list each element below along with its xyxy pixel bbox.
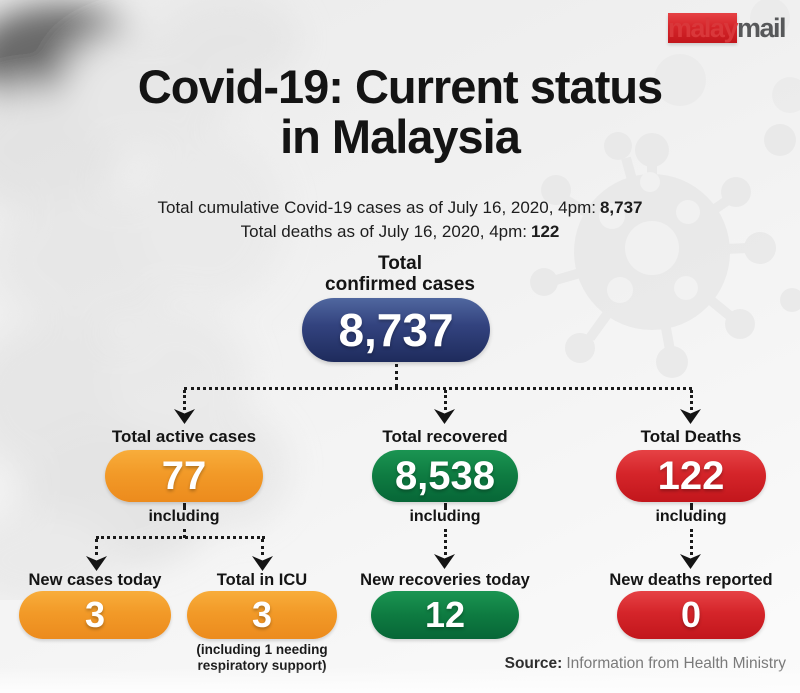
page-title: Covid-19: Current status in Malaysia [0,62,800,162]
icu-note-line-1: (including 1 needing [196,642,328,657]
new-cases-today-value: 3 [84,594,106,635]
dotted-connector [183,390,186,410]
new-cases-today-pill: 3 [19,591,171,639]
new-deaths-today-value: 0 [680,594,702,635]
dotted-connector [444,503,447,509]
new-deaths-today-pill: 0 [617,591,765,639]
total-confirmed-cases-value: 8,737 [338,304,454,356]
arrow-down-icon [434,554,455,569]
title-line-1: Covid-19: Current status [137,60,663,113]
dotted-connector [183,529,186,538]
arrow-down-icon [86,556,107,571]
new-recoveries-today-value: 12 [424,594,466,635]
total-in-icu-label: Total in ICU [216,571,308,589]
new-recoveries-today-label: New recoveries today [360,571,530,589]
root-label-line-1: Total [378,253,422,274]
dotted-connector [395,364,398,387]
subtitle-line-2: Total deaths as of July 16, 2020, 4pm: 12… [0,220,800,244]
icu-note-line-2: respiratory support) [197,658,327,673]
dotted-connector [690,390,693,410]
logo-text-mail: mail [736,13,787,43]
dotted-connector [444,529,447,555]
logo-text-malay: malay [667,13,738,43]
dotted-connector [95,539,98,555]
total-deaths-value: 122 [657,453,725,498]
new-cases-today-label: New cases today [28,571,162,589]
arrow-down-icon [680,409,701,424]
total-in-icu-value: 3 [251,594,273,635]
total-confirmed-cases-pill: 8,737 [302,298,490,362]
total-confirmed-cases-label: Total confirmed cases [0,253,800,295]
including-label: including [409,508,481,525]
dotted-connector [444,390,447,410]
subtitle-line-2-value: 122 [530,222,560,241]
source-text: Information from Health Ministry [566,655,786,672]
malaymail-logo: malaymail [667,13,787,43]
dotted-connector [261,539,264,555]
including-label: including [655,508,727,525]
subtitle-line-1-value: 8,737 [599,198,643,217]
dotted-connector [690,503,693,509]
total-active-cases-pill: 77 [105,450,263,502]
new-recoveries-today-pill: 12 [371,591,519,639]
total-deaths-pill: 122 [616,450,766,502]
dotted-connector [184,387,692,390]
total-recovered-label: Total recovered [382,427,508,446]
total-active-cases-label: Total active cases [111,427,257,446]
source-credit: Source: Information from Health Ministry [505,655,786,673]
subtitle-line-2-text: Total deaths as of July 16, 2020, 4pm: [240,222,527,241]
total-active-cases-value: 77 [161,453,207,498]
dotted-connector [96,536,265,539]
total-recovered-pill: 8,538 [372,450,518,502]
root-label-line-2: confirmed cases [325,274,475,295]
total-recovered-value: 8,538 [394,453,496,498]
total-deaths-label: Total Deaths [640,427,742,446]
title-line-2: in Malaysia [280,110,521,163]
subtitle-line-1: Total cumulative Covid-19 cases as of Ju… [0,196,800,220]
arrow-down-icon [680,554,701,569]
total-in-icu-pill: 3 [187,591,337,639]
subtitle-line-1-text: Total cumulative Covid-19 cases as of Ju… [157,198,596,217]
dotted-connector [690,529,693,555]
arrow-down-icon [252,556,273,571]
arrow-down-icon [434,409,455,424]
source-label: Source: [504,655,563,672]
arrow-down-icon [174,409,195,424]
including-label: including [148,508,220,525]
icu-note: (including 1 needing respiratory support… [172,642,352,674]
dotted-connector [183,503,186,509]
subtitle: Total cumulative Covid-19 cases as of Ju… [0,196,800,244]
